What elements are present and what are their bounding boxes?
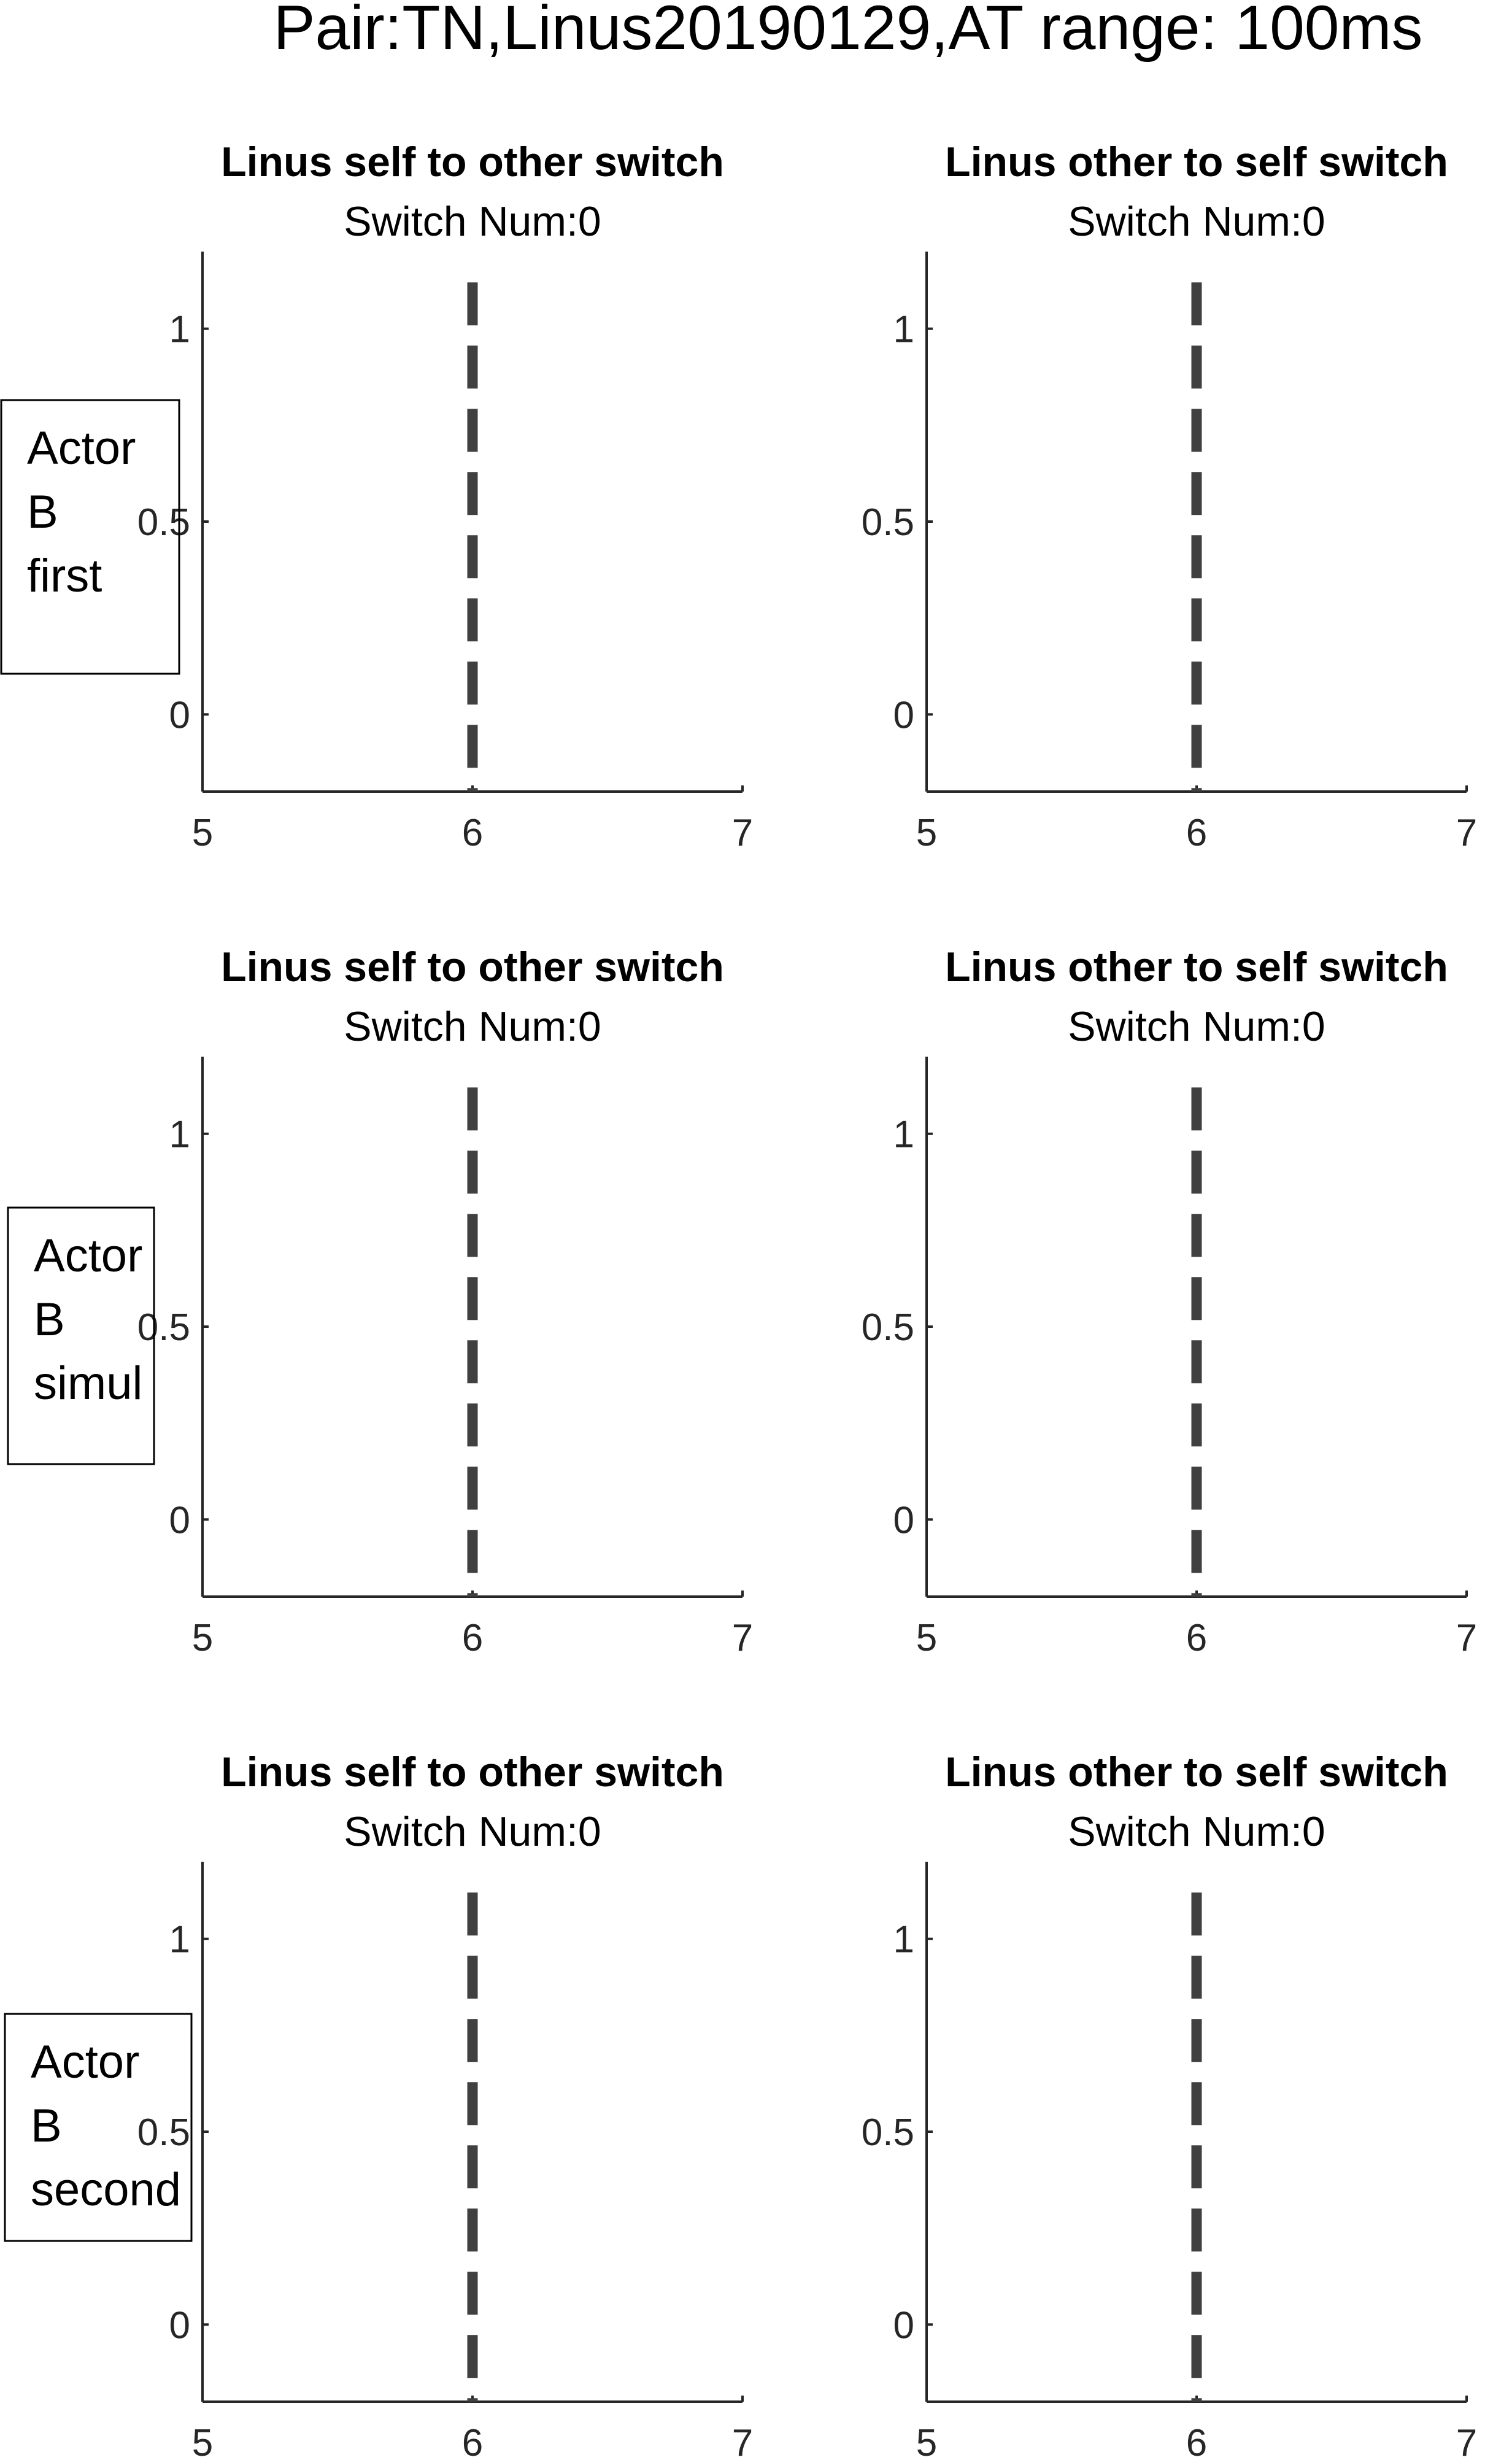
row-label-line: second <box>31 2164 181 2216</box>
y-tick-label: 1 <box>893 1114 914 1156</box>
x-tick-label: 6 <box>1186 2422 1207 2460</box>
y-tick-label: 0.5 <box>137 2111 190 2154</box>
y-tick-label: 0 <box>169 2304 190 2346</box>
x-tick-label: 5 <box>916 812 937 854</box>
row-label-line: B <box>27 486 58 538</box>
subplot-subtitle: Switch Num:0 <box>344 198 601 245</box>
y-tick-label: 0 <box>169 1499 190 1541</box>
y-tick-label: 0.5 <box>137 1306 190 1349</box>
row-label-box <box>0 399 180 675</box>
y-tick-label: 0.5 <box>862 1306 914 1349</box>
x-tick-label: 7 <box>732 812 753 854</box>
subplot: Linus other to self switch Switch Num:0 5 6… <box>862 139 1477 854</box>
subplot-subtitle: Switch Num:0 <box>344 1808 601 1855</box>
subplot-title: Linus self to other switch <box>221 944 724 990</box>
row-label-line: Actor <box>34 1230 142 1282</box>
x-tick-label: 6 <box>462 812 483 854</box>
y-tick-label: 0 <box>169 694 190 736</box>
y-tick-label: 0.5 <box>862 2111 914 2154</box>
y-tick-label: 1 <box>893 309 914 351</box>
subplot-title: Linus other to self switch <box>945 944 1448 990</box>
subplot-subtitle: Switch Num:0 <box>1068 1808 1325 1855</box>
y-tick-label: 0.5 <box>862 501 914 544</box>
row-label-box <box>4 2013 193 2242</box>
x-tick-label: 7 <box>732 2422 753 2460</box>
y-tick-label: 1 <box>169 309 190 351</box>
y-tick-label: 0 <box>893 2304 914 2346</box>
subplot: Linus self to other switch Switch Num:0 5 6… <box>137 139 753 854</box>
x-tick-label: 7 <box>732 1617 753 1659</box>
y-tick-label: 0 <box>893 694 914 736</box>
subplot: Linus other to self switch Switch Num:0 5 6… <box>862 944 1477 1659</box>
row-label-line: Actor <box>31 2036 139 2088</box>
subplot-subtitle: Switch Num:0 <box>1068 1003 1325 1050</box>
x-tick-label: 5 <box>192 812 213 854</box>
x-tick-label: 6 <box>1186 1617 1207 1659</box>
subplot-title: Linus other to self switch <box>945 1749 1448 1795</box>
x-tick-label: 6 <box>462 1617 483 1659</box>
subplot-subtitle: Switch Num:0 <box>1068 198 1325 245</box>
x-tick-label: 5 <box>916 1617 937 1659</box>
row-label-line: Actor <box>27 422 136 474</box>
subplot-grid: Linus self to other switch Switch Num:0 5 6… <box>137 139 1477 2460</box>
subplot-title: Linus self to other switch <box>221 139 724 185</box>
subplot: Linus self to other switch Switch Num:0 5 6… <box>137 944 753 1659</box>
x-tick-label: 5 <box>192 2422 213 2460</box>
subplot-title: Linus self to other switch <box>221 1749 724 1795</box>
figure-title: Pair:TN,Linus20190129,AT range: 100ms <box>273 0 1422 63</box>
row-label-box <box>7 1206 155 1465</box>
subplot: Linus other to self switch Switch Num:0 5 6… <box>862 1749 1477 2460</box>
y-tick-label: 1 <box>169 1919 190 1961</box>
row-label-line: B <box>31 2100 62 2152</box>
row-label-line: B <box>34 1294 65 1346</box>
y-tick-label: 1 <box>169 1114 190 1156</box>
y-tick-label: 0.5 <box>137 501 190 544</box>
x-tick-label: 5 <box>916 2422 937 2460</box>
subplot-subtitle: Switch Num:0 <box>344 1003 601 1050</box>
y-tick-label: 1 <box>893 1919 914 1961</box>
x-tick-label: 7 <box>1456 2422 1477 2460</box>
x-tick-label: 6 <box>462 2422 483 2460</box>
row-label-line: simul <box>34 1357 142 1409</box>
x-tick-label: 7 <box>1456 812 1477 854</box>
subplot: Linus self to other switch Switch Num:0 5 6… <box>137 1749 753 2460</box>
row-label-line: first <box>27 550 102 602</box>
x-tick-label: 7 <box>1456 1617 1477 1659</box>
x-tick-label: 5 <box>192 1617 213 1659</box>
subplot-title: Linus other to self switch <box>945 139 1448 185</box>
x-tick-label: 6 <box>1186 812 1207 854</box>
y-tick-label: 0 <box>893 1499 914 1541</box>
